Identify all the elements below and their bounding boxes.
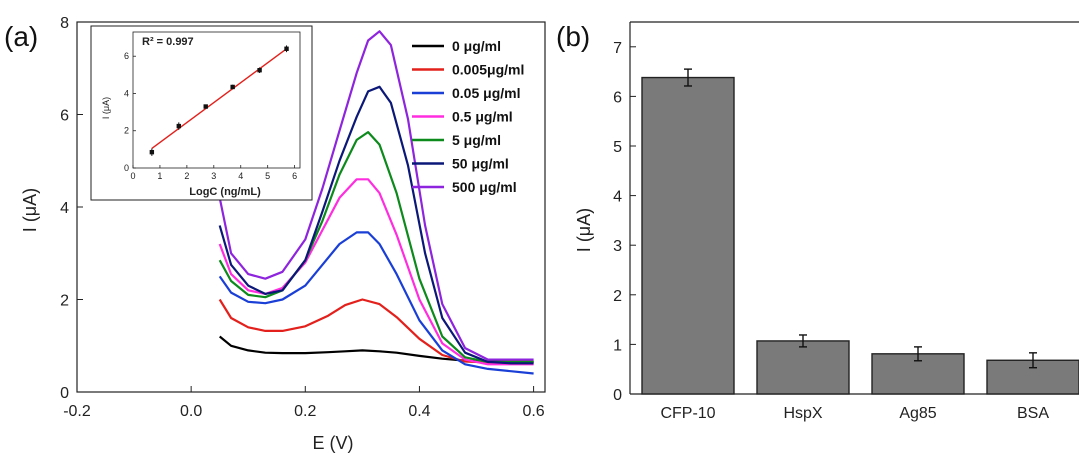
- legend-label: 50 μg/ml: [452, 156, 509, 172]
- panel-a-ticks: -0.2 0.0 0.2 0.4 0.6 0 2 4 6 8: [60, 15, 545, 420]
- inset-x-tick-label: 4: [238, 171, 243, 181]
- y-tick-label: 6: [60, 108, 69, 125]
- y-tick-label: 7: [613, 40, 622, 57]
- x-tick-label: 0.0: [180, 403, 202, 420]
- panel-b-bars: [641, 68, 1079, 395]
- y-tick-label: 0: [60, 385, 69, 402]
- series-line: [218, 231, 534, 375]
- panel-a-label: (a): [4, 21, 38, 52]
- inset-fit-line: [151, 48, 287, 150]
- x-tick-label: 0.4: [408, 403, 430, 420]
- y-tick-label: 5: [613, 139, 622, 156]
- y-tick-label: 4: [60, 200, 69, 217]
- x-tick-label: 0.2: [294, 403, 316, 420]
- inset-y-axis-label: I (μA): [101, 97, 111, 119]
- inset-y-tick-label: 0: [124, 163, 129, 173]
- inset-x-tick-label: 2: [184, 171, 189, 181]
- x-tick-label: 0.6: [522, 403, 544, 420]
- category-label: CFP-10: [660, 405, 715, 422]
- panel-b-label: (b): [556, 21, 590, 52]
- inset-x-tick-label: 3: [211, 171, 216, 181]
- panel-b-ticks: 0 1 2 3 4 5 6 7 CFP-10 HspX Ag85 BSA: [613, 40, 1049, 422]
- legend-label: 0.5 μg/ml: [452, 109, 513, 125]
- y-tick-label: 2: [60, 293, 69, 310]
- inset-data-point: [257, 67, 262, 73]
- inset-x-tick-label: 5: [265, 171, 270, 181]
- y-tick-label: 1: [613, 337, 622, 354]
- y-tick-label: 0: [613, 387, 622, 404]
- y-tick-label: 4: [613, 189, 622, 206]
- x-tick-label: -0.2: [63, 403, 91, 420]
- category-label: Ag85: [899, 405, 936, 422]
- legend-label: 500 μg/ml: [452, 179, 517, 195]
- inset-x-tick-label: 0: [130, 171, 135, 181]
- inset-data-point: [284, 46, 289, 51]
- panel-a-y-axis-label: I (μA): [20, 188, 40, 232]
- series-line: [218, 30, 534, 361]
- inset-plot-frame: [132, 31, 301, 169]
- inset-r2-annotation: R² = 0.997: [142, 36, 194, 48]
- inset-plot: 0 1 2 3 4 5 6 0 2 4 6 R² = 0.997 LogC (ng/mL) I (μ…: [90, 25, 313, 201]
- inset-x-tick-label: 1: [157, 171, 162, 181]
- inset-data-point: [149, 149, 155, 155]
- series-line: [218, 85, 534, 365]
- category-label: BSA: [1017, 405, 1049, 422]
- inset-y-tick-label: 2: [124, 126, 129, 136]
- legend-label: 0.005μg/ml: [452, 62, 524, 78]
- category-label: HspX: [783, 405, 822, 422]
- legend-label: 0.05 μg/ml: [452, 85, 520, 101]
- y-tick-label: 8: [60, 15, 69, 32]
- series-line: [218, 178, 534, 366]
- panel-a-series-lines: [218, 30, 534, 375]
- panel-a-x-axis-label: E (V): [312, 433, 353, 453]
- y-tick-label: 3: [613, 238, 622, 255]
- inset-x-axis-label: LogC (ng/mL): [189, 186, 261, 198]
- y-tick-label: 2: [613, 288, 622, 305]
- panel-b: (b) 0 1 2 3 4 5 6 7 CFP-10 HspX Ag85 BSA I (μA): [556, 21, 1079, 422]
- y-tick-label: 6: [613, 89, 622, 106]
- inset-y-tick-label: 4: [124, 88, 129, 98]
- inset-data-point: [176, 123, 181, 129]
- legend-label: 0 μg/ml: [452, 38, 501, 54]
- bar: [641, 76, 735, 395]
- inset-data-point: [230, 84, 235, 90]
- inset-data-point: [203, 104, 208, 109]
- inset-content: 0 1 2 3 4 5 6 0 2 4 6: [124, 31, 301, 181]
- inset-frame: [90, 25, 313, 201]
- series-line: [218, 131, 534, 363]
- panel-b-y-axis-label: I (μA): [574, 208, 594, 252]
- panel-a: (a) -0.2 0.0 0.2 0.4 0.6 0 2 4 6 8 E (V) I (μA) 0…: [4, 15, 546, 453]
- inset-x-tick-label: 6: [292, 171, 297, 181]
- inset-y-tick-label: 6: [124, 51, 129, 61]
- bar: [756, 340, 850, 395]
- panel-a-legend: 0 μg/ml 0.005μg/ml 0.05 μg/ml 0.5 μg/ml 5 μg…: [412, 38, 524, 195]
- legend-label: 5 μg/ml: [452, 132, 501, 148]
